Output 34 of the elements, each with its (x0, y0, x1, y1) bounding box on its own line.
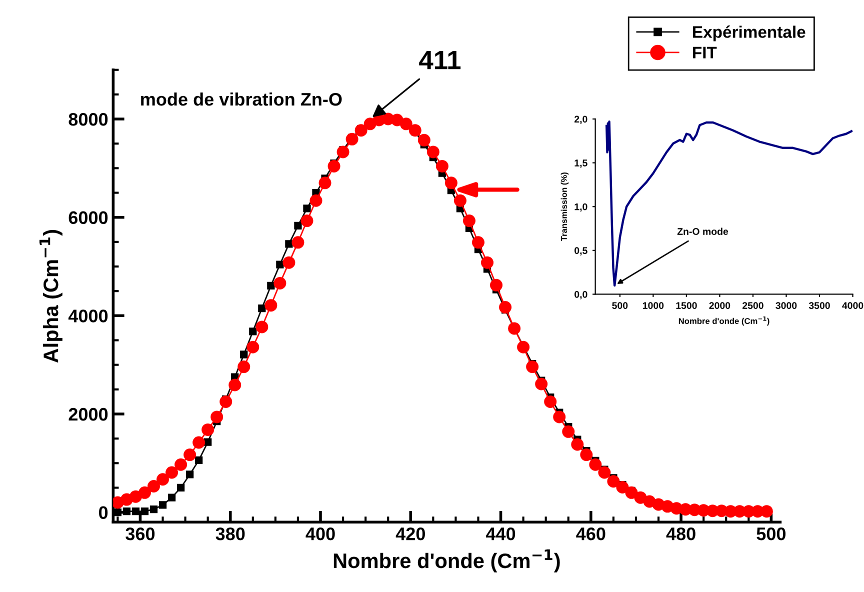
legend-label: FIT (693, 46, 717, 58)
x-axis-title: Nombre d'onde (Cm$^{−1}$) (334, 549, 560, 572)
y-tick-label: 1,0 (574, 203, 588, 212)
x-tick-label: 500 (612, 302, 628, 310)
annotation: Zn-O mode (677, 228, 728, 235)
annotation: mode de vibration Zn-O (141, 92, 342, 106)
x-tick-label: 480 (666, 527, 696, 540)
legend-label: Expérimentale (693, 26, 806, 42)
x-tick-label: 3500 (808, 302, 830, 310)
x-tick-label: 460 (576, 527, 606, 540)
y-tick-label: 2000 (68, 408, 108, 421)
y-tick-label: 6000 (68, 211, 108, 224)
y-tick-label: 0,0 (574, 290, 588, 300)
x-tick-label: 500 (756, 527, 786, 540)
y-axis-title: Alpha (Cm$^{−1}$) (39, 230, 62, 363)
y-tick-label: 1,5 (574, 160, 588, 168)
x-tick-label: 400 (306, 527, 335, 540)
y-tick-label: 2,0 (574, 116, 588, 124)
x-axis-title: Nombre d'onde (Cm$^{−1}$) (678, 316, 770, 326)
x-tick-label: 380 (216, 527, 245, 540)
x-tick-label: 360 (126, 527, 155, 540)
y-tick-label: 8000 (68, 112, 108, 126)
y-tick-label: 0,5 (574, 247, 588, 256)
x-tick-label: 2000 (709, 302, 730, 310)
x-tick-label: 2500 (742, 302, 764, 310)
annotation: 411 (419, 50, 461, 70)
x-tick-label: 4000 (842, 302, 864, 310)
x-tick-label: 1000 (642, 302, 664, 310)
x-tick-label: 440 (486, 527, 516, 540)
y-axis-title: Transmission (%) (560, 172, 569, 242)
x-tick-label: 420 (396, 527, 425, 540)
x-tick-label: 1500 (676, 302, 697, 310)
x-tick-label: 3000 (776, 302, 797, 310)
y-tick-label: 0 (98, 506, 108, 520)
